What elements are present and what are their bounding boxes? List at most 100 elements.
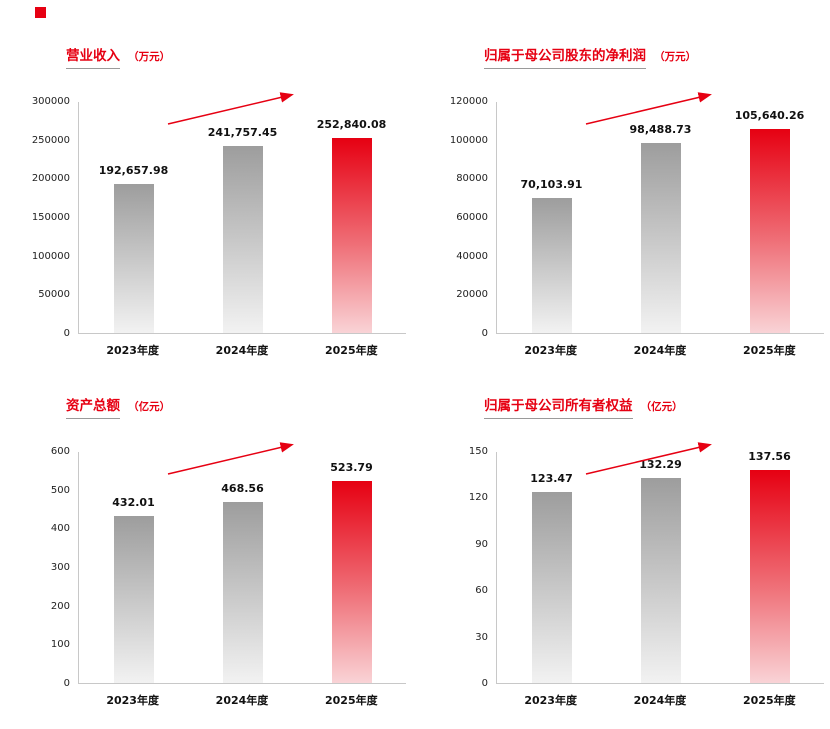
plot-area: 192,657.98 241,757.45 252,840.08 bbox=[78, 92, 406, 334]
chart-plot: 0 100 200 300 400 500 600 432.01 468.56 523.79 202… bbox=[34, 442, 410, 727]
y-tick-label: 300 bbox=[50, 562, 70, 573]
y-tick-label: 200000 bbox=[31, 173, 70, 185]
x-axis-label: 2023年度 bbox=[106, 694, 159, 707]
x-axis-labels: 2023年度 2024年度 2025年度 bbox=[78, 342, 406, 358]
y-tick-label: 0 bbox=[481, 678, 488, 689]
value-label: 523.79 bbox=[330, 460, 373, 474]
y-tick-label: 80000 bbox=[456, 173, 488, 185]
bar bbox=[640, 478, 681, 683]
y-tick-label: 60000 bbox=[456, 212, 488, 223]
x-axis-label: 2024年度 bbox=[633, 344, 687, 357]
value-label: 432.01 bbox=[112, 496, 155, 509]
value-label: 252,840.08 bbox=[316, 117, 387, 131]
x-axis-labels: 2023年度 2024年度 2025年度 bbox=[78, 692, 406, 708]
bar bbox=[113, 516, 154, 683]
x-axis-labels: 2023年度 2024年度 2025年度 bbox=[496, 342, 824, 358]
y-tick-label: 120 bbox=[468, 492, 488, 504]
x-axis-label: 2023年度 bbox=[106, 344, 159, 357]
bar-highlight bbox=[331, 137, 372, 333]
y-tick-label: 120000 bbox=[449, 96, 488, 107]
bar bbox=[531, 492, 572, 683]
chart-parent-equity: 归属于母公司所有者权益 （亿元） 0 30 60 90 120 150 123.47 132.… bbox=[452, 394, 828, 729]
value-label: 241,757.45 bbox=[207, 126, 278, 139]
bar-slot: 192,657.98 bbox=[79, 102, 188, 333]
plot-area: 432.01 468.56 523.79 bbox=[78, 442, 406, 684]
x-axis-label: 2024年度 bbox=[215, 344, 269, 357]
chart-plot: 0 30 60 90 120 150 123.47 132.29 137.56 2023年度 202… bbox=[452, 442, 828, 727]
y-tick-label: 30 bbox=[475, 631, 488, 643]
y-tick-label: 40000 bbox=[456, 250, 488, 262]
x-axis-labels: 2023年度 2024年度 2025年度 bbox=[496, 692, 824, 708]
bar-slot: 523.79 bbox=[297, 452, 406, 683]
trend-arrow-icon bbox=[585, 92, 712, 125]
x-axis-label: 2024年度 bbox=[633, 694, 687, 707]
bar-slot: 432.01 bbox=[79, 452, 188, 683]
y-tick-label: 0 bbox=[63, 678, 70, 689]
y-axis: 0 20000 40000 60000 80000 100000 120000 bbox=[449, 97, 496, 339]
y-axis: 0 30 60 90 120 150 bbox=[452, 447, 496, 689]
x-axis-label: 2025年度 bbox=[743, 694, 796, 707]
y-tick-label: 0 bbox=[63, 328, 70, 339]
x-axis-label: 2023年度 bbox=[524, 344, 577, 357]
y-tick-label: 100000 bbox=[449, 134, 488, 146]
chart-header: 资产总额 （亿元） bbox=[34, 394, 410, 419]
trend-arrow-icon bbox=[167, 442, 294, 475]
y-tick-label: 500 bbox=[50, 484, 70, 496]
chart-header: 归属于母公司所有者权益 （亿元） bbox=[452, 394, 828, 419]
plot-area: 123.47 132.29 137.56 bbox=[496, 442, 824, 684]
y-tick-label: 150000 bbox=[31, 212, 70, 223]
x-axis-label: 2025年度 bbox=[743, 344, 796, 357]
bar bbox=[222, 501, 263, 683]
chart-unit: （万元） bbox=[654, 51, 697, 63]
chart-title: 归属于母公司所有者权益 bbox=[484, 398, 633, 419]
value-label: 70,103.91 bbox=[520, 177, 583, 191]
bar-slot: 132.29 bbox=[606, 452, 715, 683]
bar bbox=[531, 197, 572, 333]
bar-highlight bbox=[749, 470, 790, 683]
value-label: 123.47 bbox=[530, 472, 573, 485]
y-tick-label: 0 bbox=[481, 328, 488, 339]
bar-highlight bbox=[331, 480, 372, 683]
bar bbox=[113, 184, 154, 333]
bar bbox=[640, 142, 681, 333]
y-tick-label: 50000 bbox=[38, 289, 70, 301]
value-label: 132.29 bbox=[639, 458, 682, 472]
bar-slot: 70,103.91 bbox=[497, 102, 606, 333]
bar-highlight bbox=[749, 128, 790, 333]
bar-slot: 98,488.73 bbox=[606, 102, 715, 333]
y-axis: 0 50000 100000 150000 200000 250000 300000 bbox=[31, 97, 78, 339]
y-tick-label: 100000 bbox=[31, 250, 70, 262]
y-tick-label: 200 bbox=[50, 600, 70, 612]
chart-title: 归属于母公司股东的净利润 bbox=[484, 48, 646, 69]
y-tick-label: 90 bbox=[475, 538, 488, 550]
y-tick-label: 300000 bbox=[31, 96, 70, 107]
value-label: 98,488.73 bbox=[629, 122, 692, 136]
x-axis-label: 2023年度 bbox=[524, 694, 577, 707]
plot-area: 70,103.91 98,488.73 105,640.26 bbox=[496, 92, 824, 334]
bar-slot: 252,840.08 bbox=[297, 102, 406, 333]
chart-title: 资产总额 bbox=[66, 398, 120, 419]
trend-arrow-icon bbox=[585, 442, 712, 475]
chart-plot: 0 20000 40000 60000 80000 100000 120000 70,103.… bbox=[449, 92, 828, 377]
x-axis-label: 2025年度 bbox=[325, 694, 378, 707]
chart-total-assets: 资产总额 （亿元） 0 100 200 300 400 500 600 432.01 468.5… bbox=[34, 394, 410, 729]
y-tick-label: 250000 bbox=[31, 134, 70, 146]
y-axis: 0 100 200 300 400 500 600 bbox=[34, 447, 78, 689]
y-tick-label: 400 bbox=[50, 523, 70, 535]
value-label: 192,657.98 bbox=[98, 164, 169, 177]
value-label: 105,640.26 bbox=[734, 108, 805, 122]
bar-slot: 105,640.26 bbox=[715, 102, 824, 333]
chart-operating-revenue: 营业收入 （万元） 0 50000 100000 150000 200000 250000… bbox=[31, 44, 410, 379]
chart-unit: （亿元） bbox=[128, 401, 171, 413]
bar-slot: 137.56 bbox=[715, 450, 824, 683]
bar-slot: 123.47 bbox=[497, 452, 606, 683]
chart-net-profit: 归属于母公司股东的净利润 （万元） 0 20000 40000 60000 80000 1… bbox=[449, 44, 828, 379]
chart-unit: （万元） bbox=[128, 51, 171, 63]
y-tick-label: 20000 bbox=[456, 289, 488, 301]
value-label: 468.56 bbox=[221, 481, 264, 495]
chart-plot: 0 50000 100000 150000 200000 250000 300000 192,… bbox=[31, 92, 410, 377]
bar-slot: 468.56 bbox=[188, 452, 297, 683]
y-tick-label: 150 bbox=[468, 446, 488, 457]
corner-mark-decoration bbox=[35, 7, 46, 18]
